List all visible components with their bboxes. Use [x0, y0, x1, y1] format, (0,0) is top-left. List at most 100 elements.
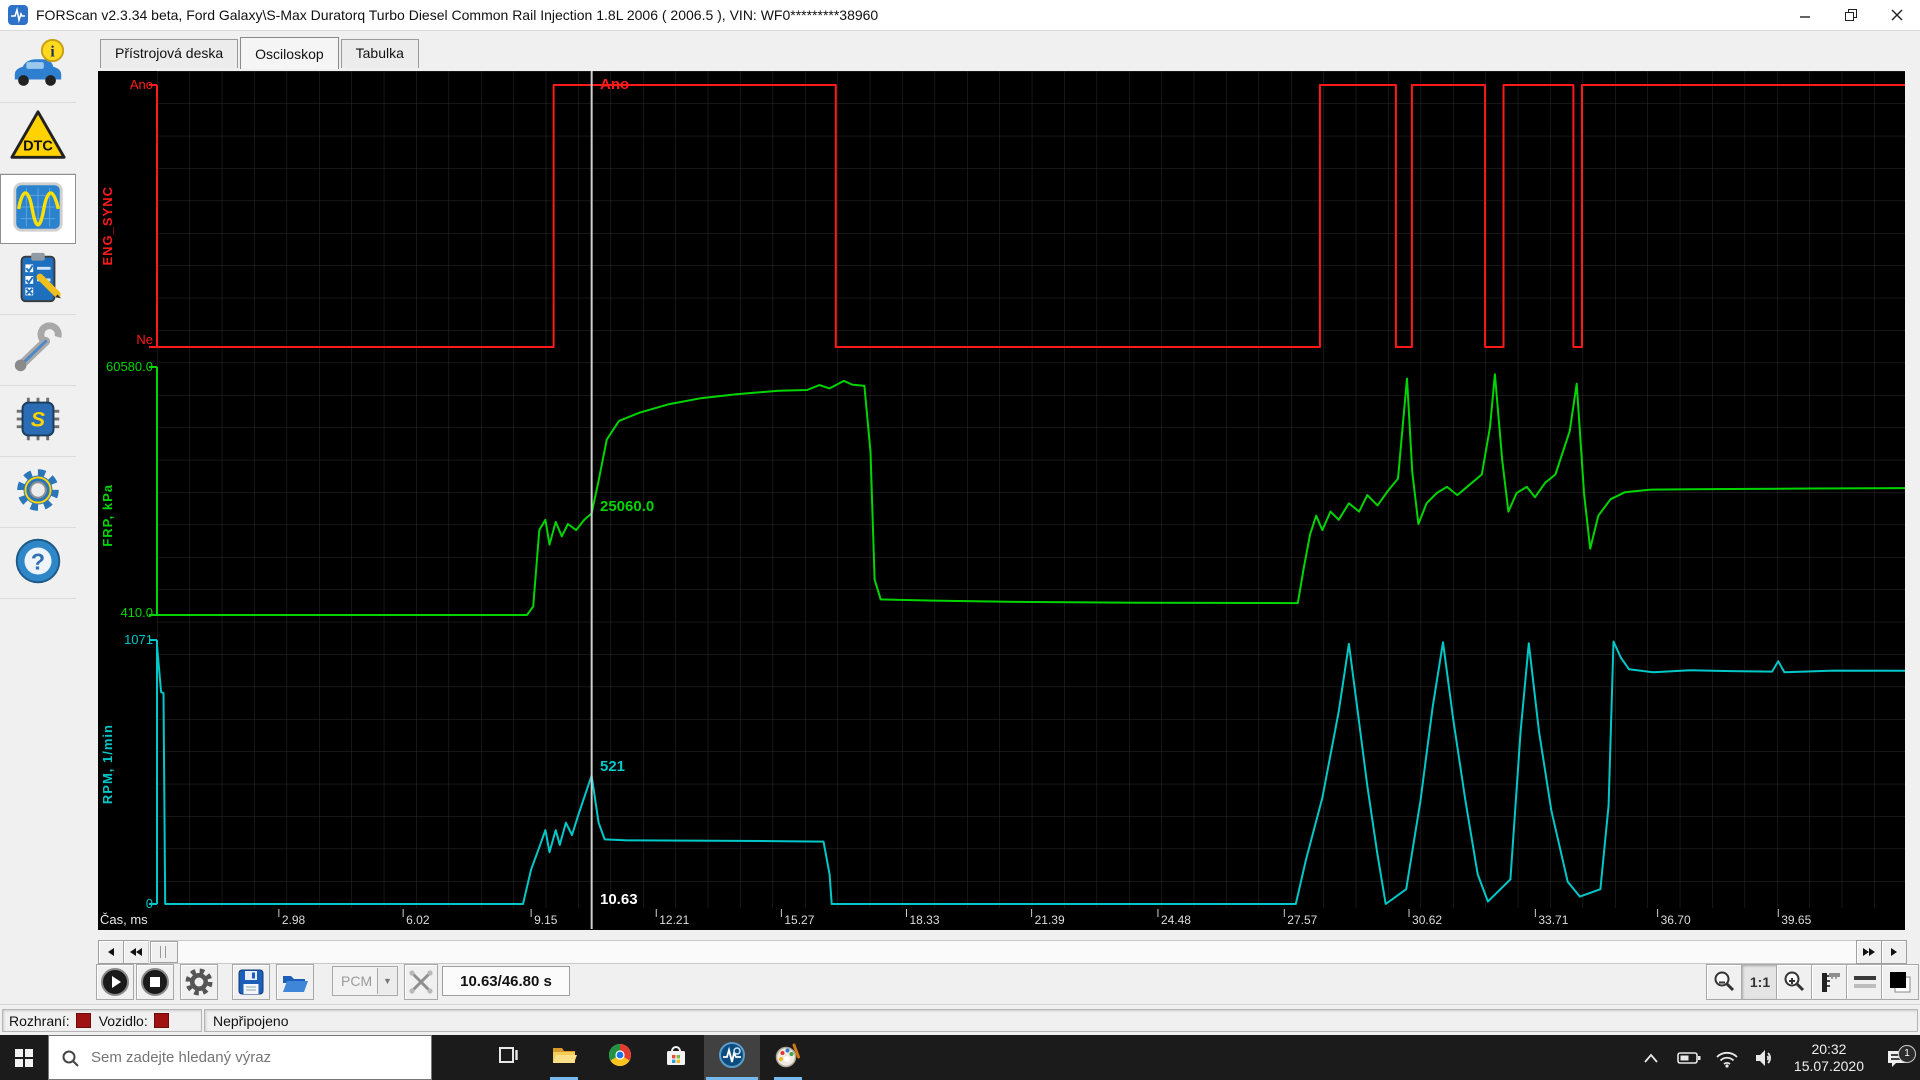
clock-time: 20:32: [1811, 1040, 1847, 1057]
gear-icon: [185, 968, 213, 996]
taskbar-app-task-view[interactable]: [480, 1035, 536, 1080]
sidebar-item-oscilloscope[interactable]: [0, 174, 76, 244]
taskbar-app-store[interactable]: [648, 1035, 704, 1080]
chip-icon: S: [7, 390, 69, 453]
zoom-out-button[interactable]: [1706, 964, 1744, 1000]
settings-button[interactable]: [180, 964, 218, 1000]
zoom-in-icon: [1784, 971, 1805, 992]
play-icon: [101, 968, 129, 996]
wrench-icon: [7, 319, 69, 382]
forscan-app-icon: [8, 5, 28, 25]
scroll-right-button[interactable]: [1881, 940, 1907, 964]
x-tick-label: 2.98: [282, 913, 306, 927]
oscilloscope-plot[interactable]: Čas, ms 2.98 6.02 9.15 12.21 15.27 18.33 21.39 2…: [98, 71, 1905, 930]
stop-icon: [141, 968, 169, 996]
vehicle-label: Vozidlo:: [98, 1012, 148, 1029]
battery-tray-icon[interactable]: [1670, 1048, 1708, 1068]
x-tick-label: 33.71: [1538, 913, 1568, 927]
measure-button[interactable]: [1811, 964, 1849, 1000]
cursor-value-frp: 25060.0: [600, 498, 655, 515]
close-button[interactable]: [1874, 0, 1920, 30]
channel-label-rpm: RPM, 1/min: [100, 724, 115, 805]
x-tick-label: 36.70: [1661, 913, 1691, 927]
notification-badge: 1: [1898, 1044, 1916, 1063]
open-button[interactable]: [276, 964, 314, 1000]
sidebar-item-help[interactable]: ?: [0, 528, 76, 599]
search-icon: [62, 1050, 79, 1067]
scroll-fast-left-button[interactable]: [123, 940, 149, 964]
scrollbar-handle[interactable]: [150, 941, 178, 963]
status-message: Nepřipojeno: [213, 1012, 289, 1029]
sidebar-item-dtc[interactable]: DTC: [0, 103, 76, 174]
sidebar-item-service[interactable]: [0, 315, 76, 386]
zoom-out-icon: [1714, 971, 1735, 992]
title-bar: FORScan v2.3.34 beta, Ford Galaxy\S-Max …: [0, 0, 1920, 31]
taskbar-app-chrome[interactable]: [592, 1035, 648, 1080]
hidden-icons-button[interactable]: [1632, 1051, 1670, 1065]
taskbar-app-paint[interactable]: [760, 1035, 816, 1080]
car-info-icon: i: [7, 36, 69, 99]
wifi-icon: [1716, 1051, 1738, 1068]
background-color-button[interactable]: [1881, 964, 1919, 1000]
probe-config-button[interactable]: [404, 964, 438, 1000]
oscilloscope-chart[interactable]: Čas, ms 2.98 6.02 9.15 12.21 15.27 18.33 21.39 2…: [98, 71, 1905, 930]
chevron-down-icon[interactable]: ▼: [377, 968, 397, 994]
scrollbar-track[interactable]: [148, 940, 1905, 964]
double-left-arrow-icon: [130, 948, 142, 956]
minimize-button[interactable]: [1782, 0, 1828, 30]
speaker-icon: [1755, 1049, 1771, 1066]
oscilloscope-toolbar: PCM ▼ 10.63/46.80 s 1:1: [0, 964, 1920, 1002]
lines-icon: [1854, 976, 1876, 988]
sidebar-item-configuration[interactable]: S: [0, 386, 76, 457]
tests-icon: [7, 248, 69, 311]
restore-button[interactable]: [1828, 0, 1874, 30]
vehicle-status-indicator: [153, 1013, 169, 1028]
frp-min-label: 410.0: [120, 605, 153, 620]
oscilloscope-icon: [7, 178, 69, 241]
scroll-left-button[interactable]: [98, 940, 124, 964]
tab-pristrojova-deska[interactable]: Přístrojová deska: [100, 39, 239, 68]
channel-label-eng-sync: ENG_SYNC: [100, 186, 115, 266]
sidebar-item-settings[interactable]: [0, 457, 76, 528]
action-center-button[interactable]: 1: [1874, 1044, 1920, 1068]
tab-tabulka[interactable]: Tabulka: [340, 39, 419, 68]
status-bar: Rozhraní: Vozidlo: Nepřipojeno: [0, 1004, 1920, 1036]
wifi-tray-icon[interactable]: [1708, 1048, 1746, 1068]
taskbar-search-input[interactable]: [89, 1048, 413, 1067]
module-select[interactable]: PCM ▼: [332, 966, 398, 996]
dtc-icon: DTC: [7, 107, 69, 170]
connection-panel: Rozhraní: Vozidlo:: [2, 1009, 202, 1032]
trace-frp: [157, 373, 1905, 616]
zoom-in-button[interactable]: [1776, 964, 1814, 1000]
x-tick-label: 18.33: [909, 913, 939, 927]
left-arrow-icon: [108, 948, 114, 956]
line-style-button[interactable]: [1846, 964, 1884, 1000]
svg-text:i: i: [50, 43, 55, 60]
interface-label: Rozhraní:: [9, 1012, 70, 1029]
taskbar-search[interactable]: [48, 1035, 432, 1080]
play-button[interactable]: [96, 964, 134, 1000]
cursor-time-label: 10.63: [600, 891, 638, 908]
module-select-value: PCM: [341, 973, 373, 989]
right-arrow-icon: [1891, 948, 1897, 956]
sidebar-item-tests[interactable]: [0, 244, 76, 315]
x-tick-label: 27.57: [1287, 913, 1317, 927]
forscan-icon: [718, 1041, 746, 1074]
x-tick-label: 15.27: [784, 913, 814, 927]
save-button[interactable]: [232, 964, 270, 1000]
taskbar-clock[interactable]: 20:32 15.07.2020: [1784, 1041, 1874, 1075]
x-tick-label: 30.62: [1412, 913, 1442, 927]
store-icon: [663, 1042, 689, 1073]
tab-bar: Přístrojová deska Osciloskop Tabulka: [100, 36, 421, 69]
tab-osciloskop[interactable]: Osciloskop: [240, 37, 339, 69]
start-button[interactable]: [0, 1035, 48, 1080]
zoom-ratio-button[interactable]: 1:1: [1741, 964, 1779, 1000]
sidebar-item-vehicle-info[interactable]: i: [0, 32, 76, 103]
taskbar-app-forscan[interactable]: [704, 1035, 760, 1080]
task-view-icon: [495, 1042, 521, 1073]
volume-tray-icon[interactable]: [1746, 1048, 1784, 1068]
ruler-icon: [1822, 973, 1840, 992]
stop-button[interactable]: [136, 964, 174, 1000]
scroll-fast-right-button[interactable]: [1856, 940, 1882, 964]
taskbar-app-file-explorer[interactable]: [536, 1035, 592, 1080]
